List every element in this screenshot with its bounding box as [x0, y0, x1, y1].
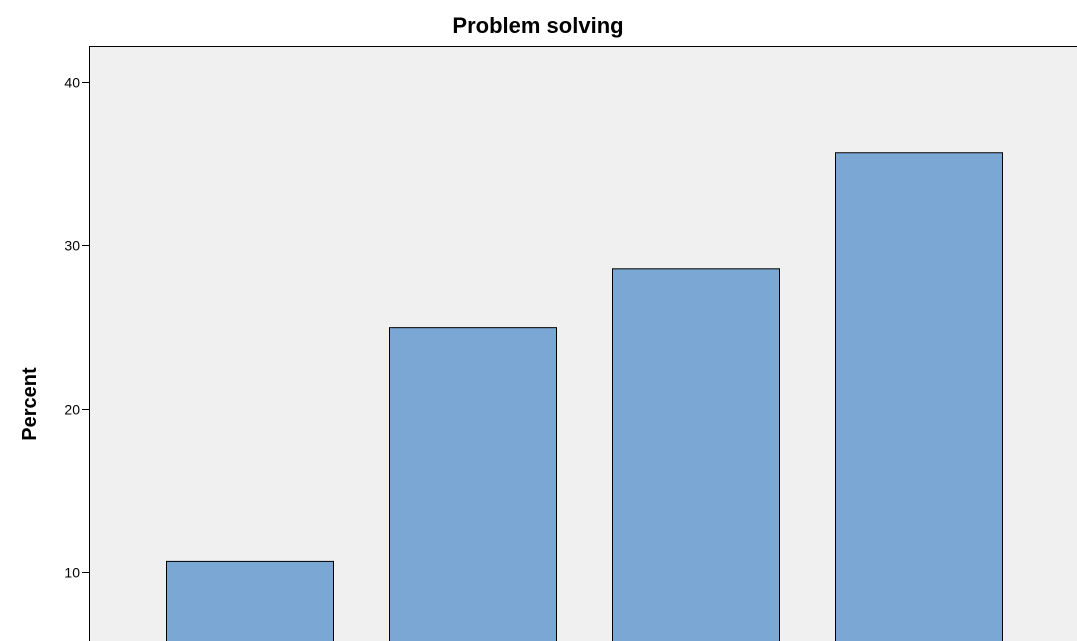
bar: [389, 327, 557, 641]
y-tick-label: 20: [64, 402, 80, 418]
y-axis-ticks: 10 20 30 40: [64, 75, 89, 581]
bar: [612, 268, 780, 641]
y-axis-label: Percent: [19, 367, 41, 441]
bar: [166, 560, 334, 641]
y-tick-label: 10: [64, 565, 80, 581]
chart-title: Problem solving: [452, 13, 623, 38]
y-tick-label: 40: [64, 75, 80, 91]
bar: [835, 152, 1003, 641]
bars-group: [166, 152, 1003, 641]
y-tick-label: 30: [64, 238, 80, 254]
